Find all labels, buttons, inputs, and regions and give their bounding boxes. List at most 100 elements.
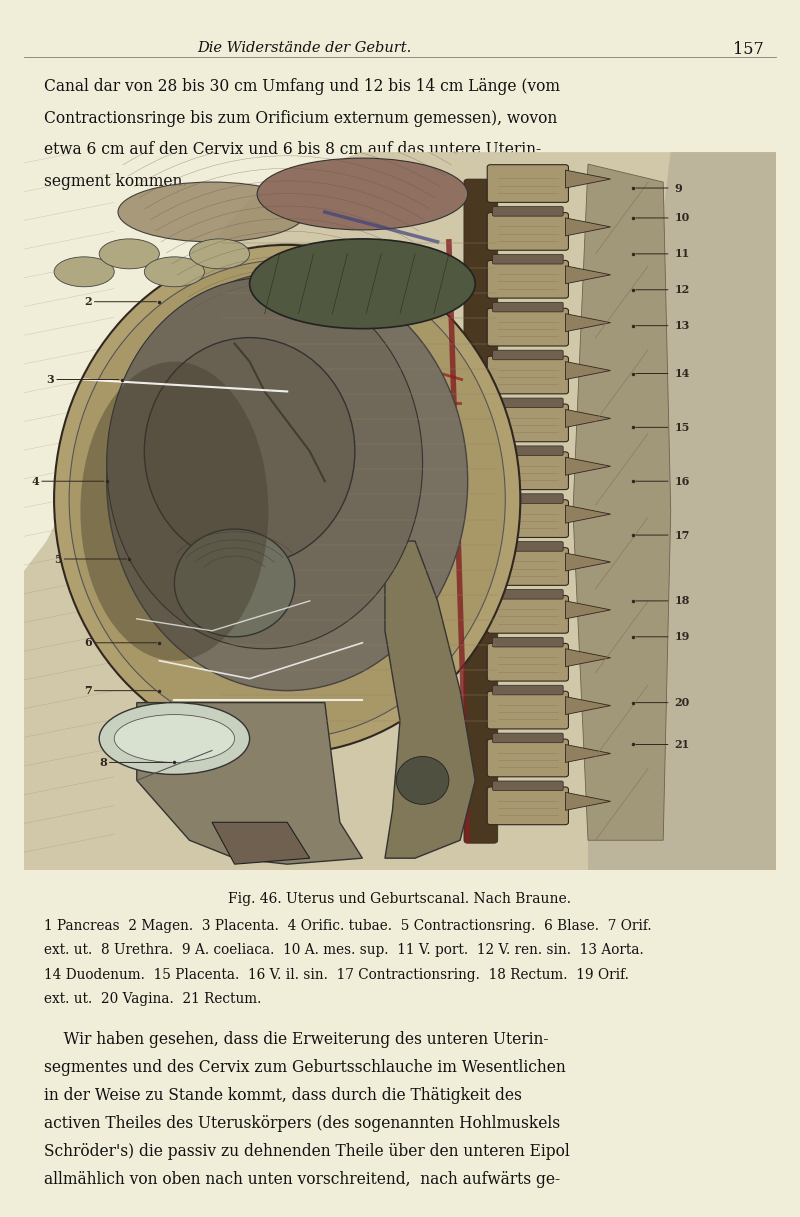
Ellipse shape [54,257,114,287]
Text: 6: 6 [84,638,92,649]
Polygon shape [24,152,776,870]
FancyBboxPatch shape [487,213,569,251]
Polygon shape [566,265,610,284]
Text: 3: 3 [46,374,54,385]
Text: Canal dar von 28 bis 30 cm Umfang und 12 bis 14 cm Länge (vom: Canal dar von 28 bis 30 cm Umfang und 12… [44,78,560,95]
FancyBboxPatch shape [487,404,569,442]
Text: 12: 12 [674,285,690,296]
Text: ext. ut.  8 Urethra.  9 A. coeliaca.  10 A. mes. sup.  11 V. port.  12 V. ren. s: ext. ut. 8 Urethra. 9 A. coeliaca. 10 A.… [44,943,644,958]
Text: Die Widerstände der Geburt.: Die Widerstände der Geburt. [197,41,411,56]
Ellipse shape [69,260,506,739]
FancyBboxPatch shape [493,302,563,312]
Polygon shape [566,505,610,523]
Text: 11: 11 [674,248,690,259]
Text: 17: 17 [674,529,690,540]
Text: allmählich von oben nach unten vorschreitend,  nach aufwärts ge-: allmählich von oben nach unten vorschrei… [44,1171,560,1188]
Ellipse shape [250,239,475,329]
FancyBboxPatch shape [487,308,569,346]
Polygon shape [137,702,362,864]
Polygon shape [566,170,610,189]
Polygon shape [566,792,610,811]
Ellipse shape [174,529,294,636]
Text: 9: 9 [674,183,682,194]
Ellipse shape [118,183,306,242]
Text: 8: 8 [99,757,106,768]
Polygon shape [566,218,610,236]
FancyBboxPatch shape [493,207,563,217]
Ellipse shape [396,757,449,804]
Text: 4: 4 [31,476,39,487]
Ellipse shape [80,361,268,661]
FancyBboxPatch shape [487,500,569,538]
FancyBboxPatch shape [493,254,563,264]
Ellipse shape [99,702,250,774]
Polygon shape [566,361,610,380]
Polygon shape [573,164,670,840]
Ellipse shape [54,245,520,753]
Text: 7: 7 [84,685,92,696]
Polygon shape [566,696,610,714]
Text: in der Weise zu Stande kommt, dass durch die Thätigkeit des: in der Weise zu Stande kommt, dass durch… [44,1087,522,1104]
Text: ext. ut.  20 Vagina.  21 Rectum.: ext. ut. 20 Vagina. 21 Rectum. [44,992,262,1006]
FancyBboxPatch shape [487,691,569,729]
FancyBboxPatch shape [493,350,563,360]
Text: 157: 157 [733,41,763,58]
FancyBboxPatch shape [487,164,569,202]
Polygon shape [566,649,610,667]
Polygon shape [566,458,610,476]
Ellipse shape [144,257,205,287]
Text: etwa 6 cm auf den Cervix und 6 bis 8 cm auf das untere Uterin-: etwa 6 cm auf den Cervix und 6 bis 8 cm … [44,141,541,158]
Text: 15: 15 [674,422,690,433]
Ellipse shape [106,271,468,691]
Text: activen Theiles des Uteruskörpers (des sogenannten Hohlmuskels: activen Theiles des Uteruskörpers (des s… [44,1115,560,1132]
Text: Contractionsringe bis zum Orificium externum gemessen), wovon: Contractionsringe bis zum Orificium exte… [44,110,558,127]
Text: Fig. 46. Uterus und Geburtscanal. Nach Braune.: Fig. 46. Uterus und Geburtscanal. Nach B… [229,892,571,907]
Text: 19: 19 [674,632,690,643]
Text: segmentes und des Cervix zum Geburtsschlauche im Wesentlichen: segmentes und des Cervix zum Geburtsschl… [44,1059,566,1076]
Text: 5: 5 [54,554,62,565]
Ellipse shape [106,277,422,649]
FancyBboxPatch shape [493,781,563,791]
Polygon shape [566,601,610,619]
FancyBboxPatch shape [493,733,563,742]
FancyBboxPatch shape [487,739,569,776]
Text: segment kommen.: segment kommen. [44,173,187,190]
FancyBboxPatch shape [493,685,563,695]
Text: 13: 13 [674,320,690,331]
FancyBboxPatch shape [493,542,563,551]
FancyBboxPatch shape [487,595,569,633]
Text: 14 Duodenum.  15 Placenta.  16 V. il. sin.  17 Contractionsring.  18 Rectum.  19: 14 Duodenum. 15 Placenta. 16 V. il. sin.… [44,968,629,982]
Ellipse shape [114,714,234,762]
Text: Schröder's) die passiv zu dehnenden Theile über den unteren Eipol: Schröder's) die passiv zu dehnenden Thei… [44,1143,570,1160]
FancyBboxPatch shape [493,589,563,599]
Text: 21: 21 [674,739,690,750]
Polygon shape [385,542,475,858]
FancyBboxPatch shape [493,638,563,647]
FancyBboxPatch shape [487,357,569,394]
Text: 2: 2 [84,296,92,307]
FancyBboxPatch shape [487,260,569,298]
Polygon shape [566,553,610,571]
Text: 18: 18 [674,595,690,606]
Polygon shape [212,823,310,864]
Ellipse shape [190,239,250,269]
Polygon shape [566,314,610,332]
FancyBboxPatch shape [493,445,563,455]
Polygon shape [566,409,610,427]
Polygon shape [588,152,776,870]
FancyBboxPatch shape [487,787,569,825]
Ellipse shape [257,158,468,230]
Ellipse shape [144,337,355,565]
Text: 16: 16 [674,476,690,487]
Ellipse shape [99,239,159,269]
Text: 1 Pancreas  2 Magen.  3 Placenta.  4 Orific. tubae.  5 Contractionsring.  6 Blas: 1 Pancreas 2 Magen. 3 Placenta. 4 Orific… [44,919,652,933]
FancyBboxPatch shape [487,452,569,489]
FancyBboxPatch shape [493,398,563,408]
Text: 14: 14 [674,368,690,378]
Text: Wir haben gesehen, dass die Erweiterung des unteren Uterin-: Wir haben gesehen, dass die Erweiterung … [44,1031,549,1048]
FancyBboxPatch shape [487,548,569,585]
Text: 10: 10 [674,213,690,224]
FancyBboxPatch shape [464,179,498,843]
Text: 20: 20 [674,697,690,708]
FancyBboxPatch shape [493,494,563,504]
